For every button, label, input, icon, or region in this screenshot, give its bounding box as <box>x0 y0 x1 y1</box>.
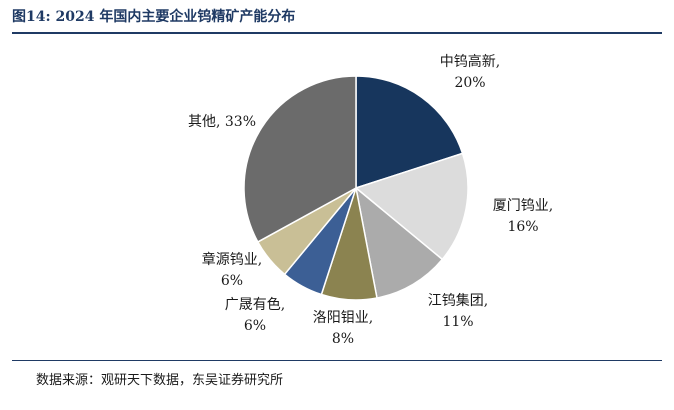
pie-slice-3 <box>354 186 444 299</box>
source-note: 数据来源：观研天下数据，东吴证券研究所 <box>36 373 284 388</box>
slice-label-7: 其他, 33% <box>188 114 256 130</box>
slice-label-2: 厦门钨业, 16% <box>493 198 553 235</box>
pie-slice-7 <box>243 75 357 243</box>
source-rule <box>12 360 662 361</box>
slice-label-6: 章源钨业, 6% <box>202 251 262 289</box>
slice-label-1: 中钨高新, 20% <box>440 53 500 91</box>
pie-slice-1 <box>355 75 464 190</box>
slice-label-5: 广晟有色, 6% <box>225 296 285 334</box>
title-rule <box>12 32 662 34</box>
figure-title: 图14: 2024 年国内主要企业钨精矿产能分布 <box>12 9 296 25</box>
slice-label-3: 江钨集团, 11% <box>428 292 488 330</box>
slice-label-4: 洛阳钼业, 8% <box>313 310 373 347</box>
pie-slice-2 <box>354 152 469 261</box>
